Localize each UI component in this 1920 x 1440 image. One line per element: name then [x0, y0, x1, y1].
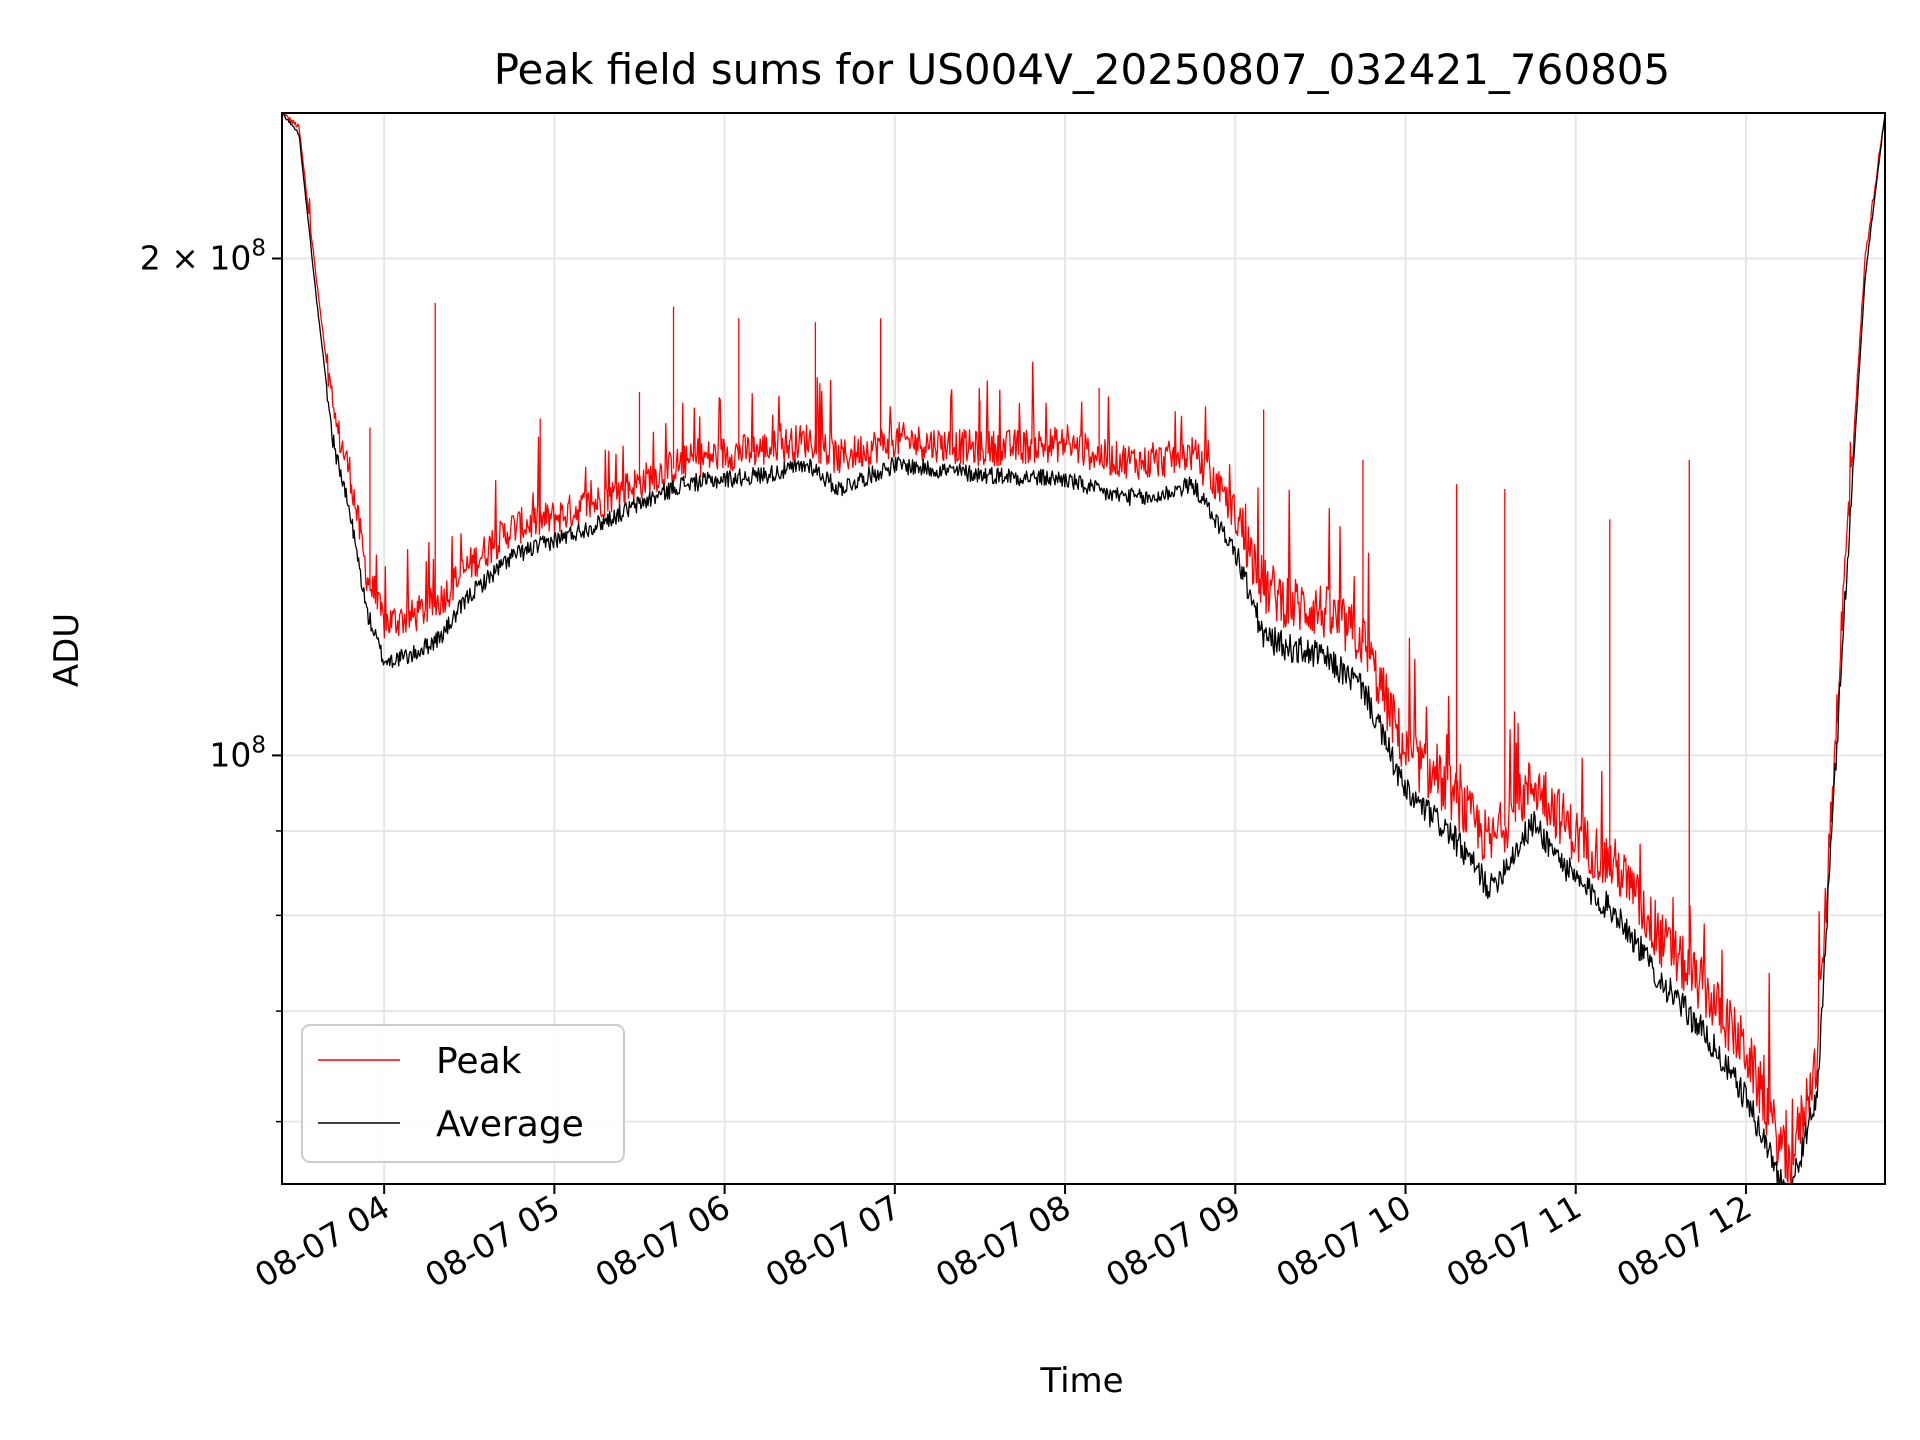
- series-line-peak: [282, 112, 1886, 1185]
- legend-label-peak: Peak: [436, 1041, 522, 1082]
- legend: Peak Average: [301, 1024, 625, 1163]
- series-layer: [281, 112, 1886, 1185]
- chart-title: Peak field sums for US004V_20250807_0324…: [494, 45, 1671, 94]
- y-tick-label: 2 × 108: [140, 235, 266, 277]
- series-line-average: [281, 112, 1886, 1185]
- x-axis-label: Time: [1039, 1361, 1123, 1401]
- plot-frame: [281, 112, 1886, 1185]
- y-axis-label: ADU: [47, 613, 87, 687]
- legend-label-average: Average: [436, 1104, 584, 1145]
